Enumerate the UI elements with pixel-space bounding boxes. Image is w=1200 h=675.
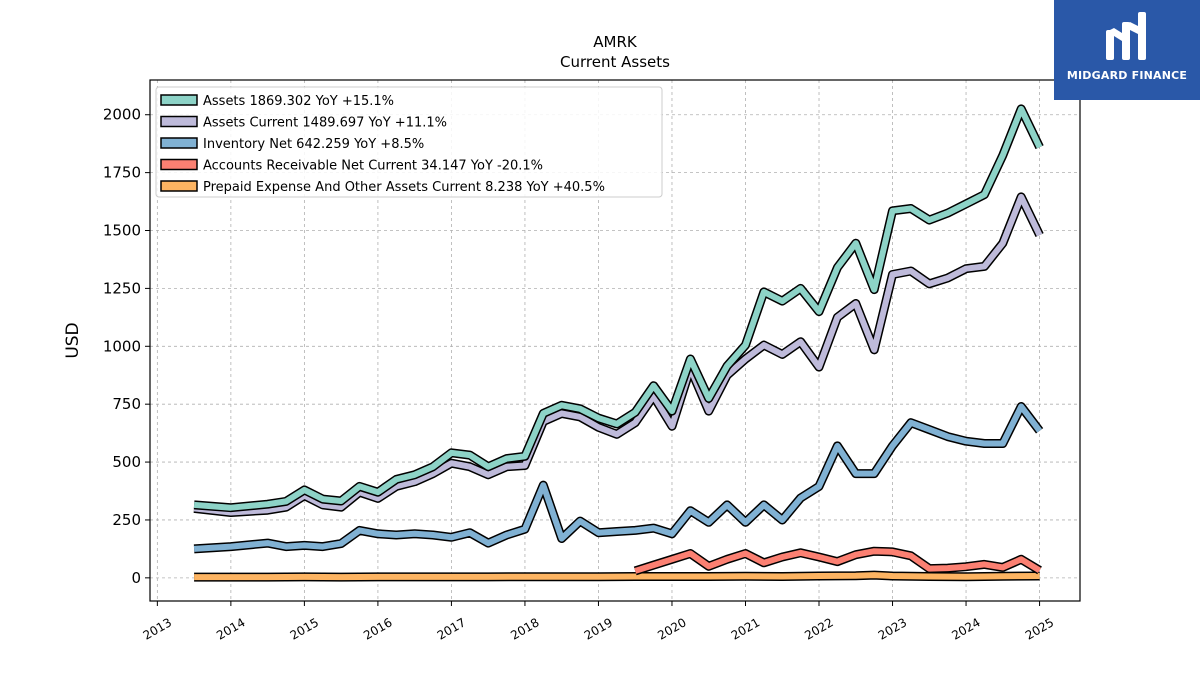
chart-subtitle: Current Assets [560, 53, 670, 71]
legend-swatch-inventory-net [160, 137, 198, 149]
legend-entry-inventory-net: Inventory Net 642.259 YoY +8.5% [203, 137, 424, 152]
brand-logo: MIDGARD FINANCE [1054, 0, 1200, 100]
x-tick-label: 2020 [655, 615, 688, 642]
legend-entry-assets-current: Assets Current 1489.697 YoY +11.1% [203, 116, 447, 131]
brand-logo-icon [1106, 12, 1146, 60]
x-tick-label: 2018 [508, 615, 541, 642]
axis-ticks: 0 250 500 750 1000 1250 1500 1750 2000 2013 2014 20… [103, 106, 1056, 643]
series-line-assets [193, 105, 1043, 511]
legend-box [155, 86, 663, 198]
y-tick-label: 1250 [103, 279, 141, 297]
legend-swatch-accounts-receivable-net-current [160, 158, 198, 171]
legend-entry-prepaid-expense-and-other-assets-current: Prepaid Expense And Other Assets Current… [203, 180, 605, 195]
x-tick-label: 2016 [361, 615, 394, 642]
x-tick-label: 2023 [876, 615, 909, 642]
series-line-assets-current [193, 193, 1043, 516]
series-line-inventory-net [193, 403, 1042, 552]
y-axis-label: USD [63, 322, 83, 358]
legend: Assets 1869.302 YoY +15.1% Assets Current… [155, 86, 663, 198]
series-lines [193, 104, 1044, 582]
x-tick-label: 2021 [729, 615, 762, 642]
x-tick-label: 2024 [949, 615, 982, 642]
y-tick-label: 250 [112, 511, 141, 529]
legend-swatch-prepaid-expense-and-other-assets-current [160, 180, 198, 192]
legend-entry-accounts-receivable-net-current: Accounts Receivable Net Current 34.147 Y… [203, 159, 543, 174]
y-tick-label: 500 [112, 453, 141, 471]
plot-frame [149, 79, 1081, 602]
y-tick-label: 0 [131, 569, 141, 587]
y-tick-label: 2000 [103, 106, 141, 124]
series-line-prepaid-expense-and-other-assets-current [194, 572, 1040, 581]
chart-title: AMRK [593, 33, 637, 51]
x-tick-label: 2025 [1023, 615, 1056, 642]
y-tick-label: 1750 [103, 164, 141, 182]
brand-logo-text: MIDGARD FINANCE [1066, 69, 1188, 82]
x-tick-label: 2019 [582, 615, 615, 642]
x-tick-label: 2022 [802, 615, 835, 642]
x-tick-label: 2013 [141, 615, 174, 642]
legend-entry-assets: Assets 1869.302 YoY +15.1% [203, 94, 394, 109]
y-tick-label: 1000 [103, 337, 141, 355]
x-tick-label: 2014 [214, 615, 247, 642]
legend-swatch-assets [160, 94, 198, 106]
x-tick-label: 2017 [435, 615, 468, 642]
legend-swatch-assets-current [160, 115, 198, 128]
y-tick-label: 750 [112, 395, 141, 413]
series-line-accounts-receivable-net-current [634, 548, 1042, 574]
x-tick-label: 2015 [288, 615, 321, 642]
y-tick-label: 1500 [103, 222, 141, 240]
series-outline-assets-current [193, 192, 1044, 517]
